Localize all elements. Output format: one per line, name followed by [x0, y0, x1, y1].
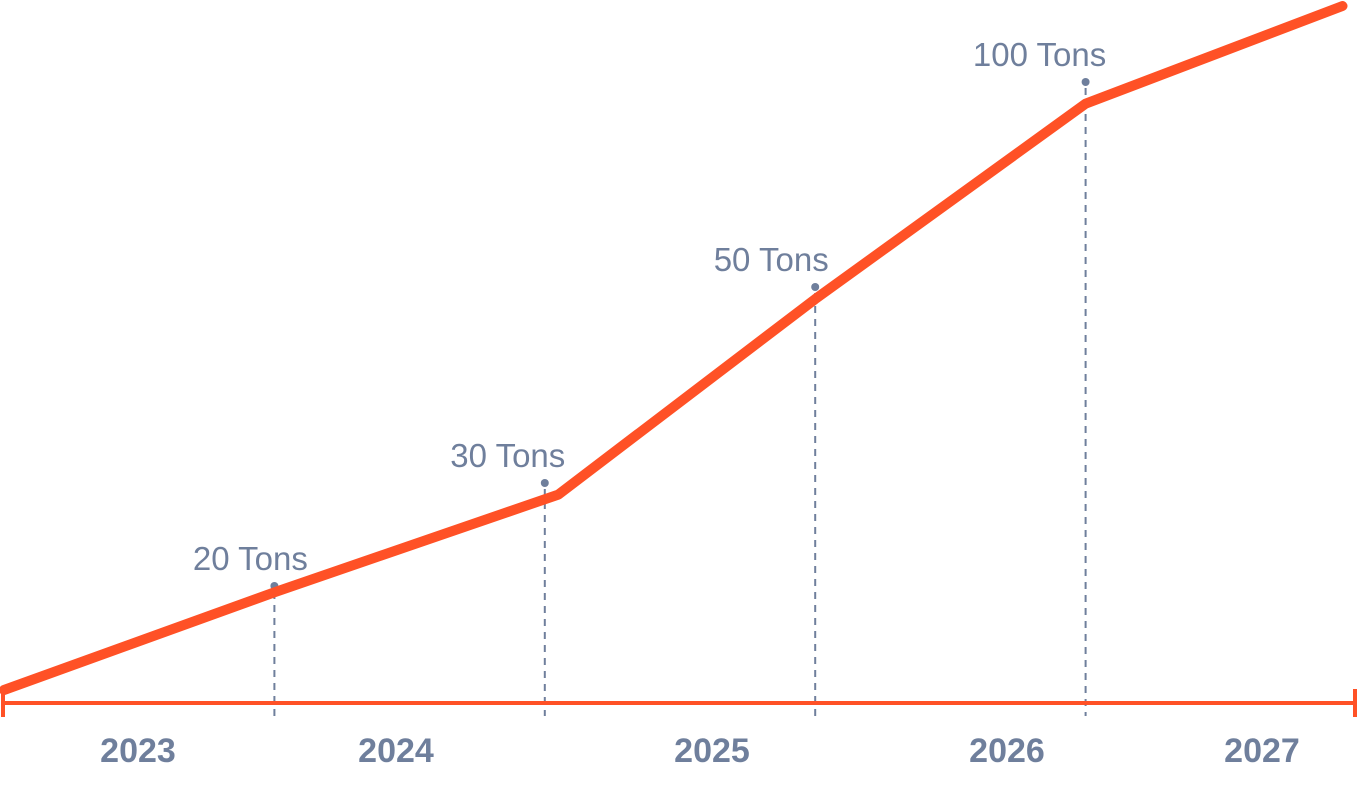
- annotation-dot-3: [811, 283, 820, 291]
- x-tick-label-2023: 2023: [100, 732, 176, 770]
- annotation-label-2: 30 Tons: [450, 437, 565, 474]
- x-tick-label-2025: 2025: [674, 732, 750, 770]
- label-layer: 2023 2024 2025 2026 2027 20 Tons 30 Tons 50 Ton…: [100, 36, 1300, 770]
- annotation-label-4: 100 Tons: [973, 36, 1106, 73]
- annotation-guides: [270, 78, 1090, 716]
- series-line: [0, 1, 1348, 695]
- series-layer: [0, 1, 1348, 695]
- annotation-dot-2: [540, 479, 549, 487]
- annotation-dot-4: [1081, 78, 1090, 86]
- x-tick-label-2027: 2027: [1224, 732, 1300, 770]
- annotation-label-3: 50 Tons: [714, 241, 829, 278]
- x-tick-label-2026: 2026: [969, 732, 1045, 770]
- annotation-label-1: 20 Tons: [193, 540, 308, 577]
- x-axis: [1, 689, 1357, 717]
- x-tick-label-2024: 2024: [358, 732, 434, 770]
